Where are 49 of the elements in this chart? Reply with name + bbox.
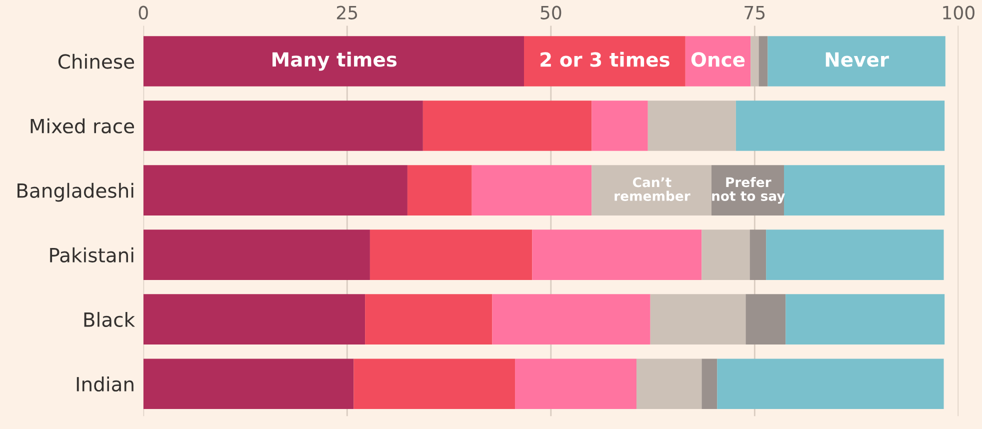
bar [365,294,492,345]
annotation: 2 or 3 times [540,52,670,67]
x-tick-label: 50 [540,6,562,20]
bar [422,100,592,151]
bar [515,358,636,410]
y-tick-label: Indian [76,376,134,392]
y-tick-label: Bangladeshi [18,182,134,202]
bar [592,100,648,151]
bar [702,230,750,280]
bar [650,294,746,345]
bar [702,358,718,410]
bar [768,36,946,86]
x-tick-label: 0 [138,6,148,20]
bar [784,165,945,216]
x-tick-label: 100 [943,6,974,20]
annotation: Once [691,52,745,67]
y-tick-label: Mixed race [30,118,134,134]
bar [532,230,702,280]
bar [636,358,702,410]
bar [472,165,592,216]
bar [766,230,944,280]
bar [492,294,650,345]
bar [143,100,423,151]
bar [370,230,532,280]
y-tick-label: Black [84,312,135,328]
y-tick-label: Chinese [58,54,134,69]
annotation: Many times [272,52,397,71]
bar [143,165,408,216]
bar [648,100,736,151]
bar [143,36,524,86]
bar [786,294,945,345]
y-tick-label: Pakistani [50,247,134,262]
bar [717,358,944,410]
bar [750,230,766,280]
x-tick-label: 25 [336,6,358,20]
bar [524,36,686,86]
bar [143,358,354,410]
bar [143,294,366,345]
bar [407,165,472,216]
bar [750,36,759,86]
annotation: Can’t remember [614,177,690,201]
bar [143,230,370,280]
bar [746,294,786,345]
annotation: Never [826,52,889,67]
bar [592,165,712,216]
x-tick-label: 75 [744,6,765,20]
bar [736,100,945,151]
bar [354,358,516,410]
bar [758,36,768,86]
